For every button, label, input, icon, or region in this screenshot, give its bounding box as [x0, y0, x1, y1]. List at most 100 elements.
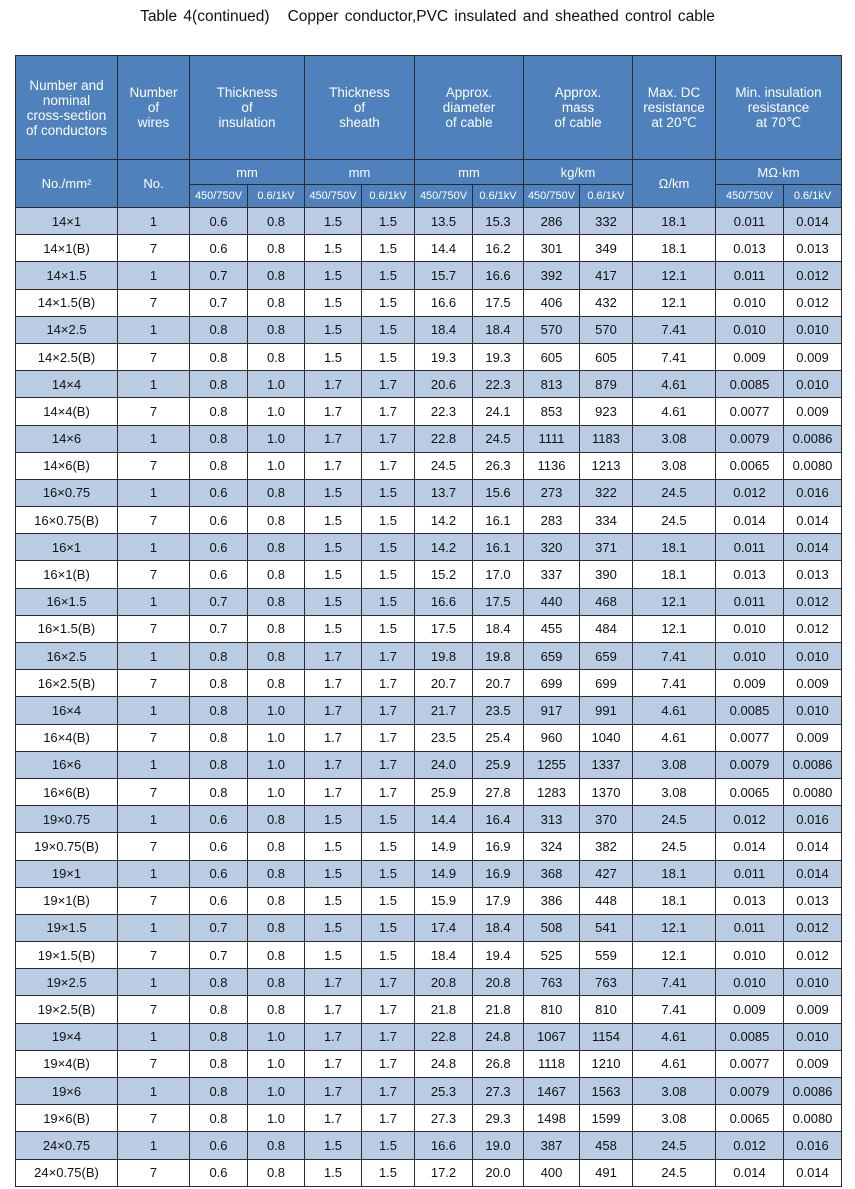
table-cell: 0.8: [189, 397, 248, 426]
table-cell: 0.8: [247, 1131, 305, 1160]
table-cell: 1.7: [304, 424, 362, 453]
table-cell: 1: [117, 533, 190, 562]
table-cell: 0.016: [783, 805, 843, 834]
table-cell: 301: [523, 234, 580, 263]
table-caption: Copper conductor,PVC insulated and sheat…: [287, 8, 715, 25]
table-cell: 334: [578, 506, 634, 535]
table-title: Table 4(continued) Copper conductor,PVC i…: [0, 8, 855, 26]
table-cell: 991: [578, 696, 634, 725]
table-row: 16×2.5(B) 7 0.8 0.8 1.7 1.7 20.7 20.7 699 699 7.41…: [15, 669, 843, 698]
table-cell: 386: [523, 886, 580, 915]
table-cell: 763: [578, 968, 634, 997]
table-cell: 1: [117, 805, 190, 834]
table-cell: 0.0080: [783, 451, 843, 480]
table-cell: 0.012: [783, 614, 843, 644]
table-cell: 17.2: [414, 1158, 473, 1187]
voltage-label: 450/750V: [715, 184, 785, 208]
table-cell: 19×0.75(B): [15, 832, 118, 861]
table-row: 14×1.5 1 0.7 0.8 1.5 1.5 15.7 16.6 392 417 12.1 0.0…: [15, 261, 843, 290]
table-row: 14×2.5(B) 7 0.8 0.8 1.5 1.5 19.3 19.3 605 605 7.41…: [15, 342, 843, 372]
table-cell: 1.5: [361, 614, 415, 644]
table-cell: 1: [117, 315, 190, 344]
table-cell: 1.5: [304, 886, 362, 915]
table-cell: 659: [578, 641, 634, 671]
table-cell: 12.1: [632, 587, 717, 616]
table-cell: 0.013: [783, 234, 843, 263]
header-sheath: Thickness of sheath: [304, 55, 415, 160]
table-cell: 20.6: [414, 370, 473, 399]
table-cell: 15.3: [472, 206, 524, 236]
table-cell: 541: [578, 913, 634, 943]
table-cell: 16×6: [15, 750, 118, 779]
table-cell: 286: [523, 206, 580, 236]
table-cell: 7: [117, 614, 190, 644]
table-cell: 371: [578, 533, 634, 562]
table-cell: 24.5: [632, 832, 717, 861]
table-cell: 18.4: [414, 315, 473, 344]
table-cell: 18.1: [632, 859, 717, 888]
table-cell: 382: [578, 832, 634, 861]
table-cell: 1.5: [361, 506, 415, 535]
table-cell: 13.7: [414, 478, 473, 508]
table-cell: 0.0085: [715, 370, 785, 399]
table-cell: 3.08: [632, 1104, 717, 1133]
table-cell: 1.7: [361, 968, 415, 997]
table-cell: 7: [117, 777, 190, 807]
table-cell: 1.7: [361, 995, 415, 1024]
table-cell: 1: [117, 206, 190, 236]
table-cell: 7: [117, 288, 190, 317]
table-cell: 0.8: [247, 288, 305, 317]
table-cell: 1.5: [361, 913, 415, 943]
table-cell: 19.8: [472, 641, 524, 671]
voltage-label: 0.6/1kV: [361, 184, 415, 208]
table-cell: 917: [523, 696, 580, 725]
table-cell: 16.6: [414, 288, 473, 317]
table-cell: 605: [578, 342, 634, 372]
table-cell: 400: [523, 1158, 580, 1187]
table-cell: 1.5: [304, 1158, 362, 1187]
table-cell: 0.8: [247, 206, 305, 236]
table-cell: 0.014: [715, 1158, 785, 1187]
unit-diameter: mm: [414, 159, 524, 185]
table-cell: 1040: [578, 723, 634, 752]
table-cell: 14×1(B): [15, 234, 118, 263]
table-cell: 15.9: [414, 886, 473, 915]
table-cell: 0.8: [189, 342, 248, 372]
table-cell: 0.0080: [783, 777, 843, 807]
table-cell: 19×6(B): [15, 1104, 118, 1133]
table-cell: 0.013: [783, 886, 843, 915]
table-cell: 14×4(B): [15, 397, 118, 426]
table-cell: 0.009: [715, 669, 785, 698]
header-conductors: Number and nominal cross-section of cond…: [15, 55, 118, 160]
table-cell: 0.010: [715, 968, 785, 997]
table-cell: 0.0085: [715, 696, 785, 725]
table-cell: 1.5: [304, 342, 362, 372]
table-cell: 14×1: [15, 206, 118, 236]
table-cell: 0.8: [189, 696, 248, 725]
table-cell: 17.9: [472, 886, 524, 915]
table-cell: 1: [117, 1131, 190, 1160]
table-cell: 24.1: [472, 397, 524, 426]
table-cell: 4.61: [632, 1049, 717, 1079]
table-row: 16×0.75(B) 7 0.6 0.8 1.5 1.5 14.2 16.1 283 334 24.…: [15, 506, 843, 535]
table-cell: 19×2.5: [15, 968, 118, 997]
table-row: 14×6(B) 7 0.8 1.0 1.7 1.7 24.5 26.3 1136 1213 3.08…: [15, 451, 843, 480]
table-cell: 7.41: [632, 669, 717, 698]
table-cell: 1.5: [304, 288, 362, 317]
table-cell: 1136: [523, 451, 580, 480]
table-cell: 24.5: [632, 478, 717, 508]
table-cell: 1.7: [361, 777, 415, 807]
table-cell: 432: [578, 288, 634, 317]
table-cell: 0.8: [247, 995, 305, 1024]
table-cell: 20.7: [472, 669, 524, 698]
table-cell: 16.6: [472, 261, 524, 290]
table-cell: 7: [117, 886, 190, 915]
table-cell: 18.4: [472, 315, 524, 344]
table-cell: 1.5: [361, 261, 415, 290]
table-cell: 390: [578, 560, 634, 589]
table-cell: 1.7: [361, 641, 415, 671]
table-cell: 0.0086: [783, 424, 843, 453]
table-cell: 21.8: [414, 995, 473, 1024]
table-cell: 0.8: [247, 342, 305, 372]
table-cell: 1.5: [361, 234, 415, 263]
